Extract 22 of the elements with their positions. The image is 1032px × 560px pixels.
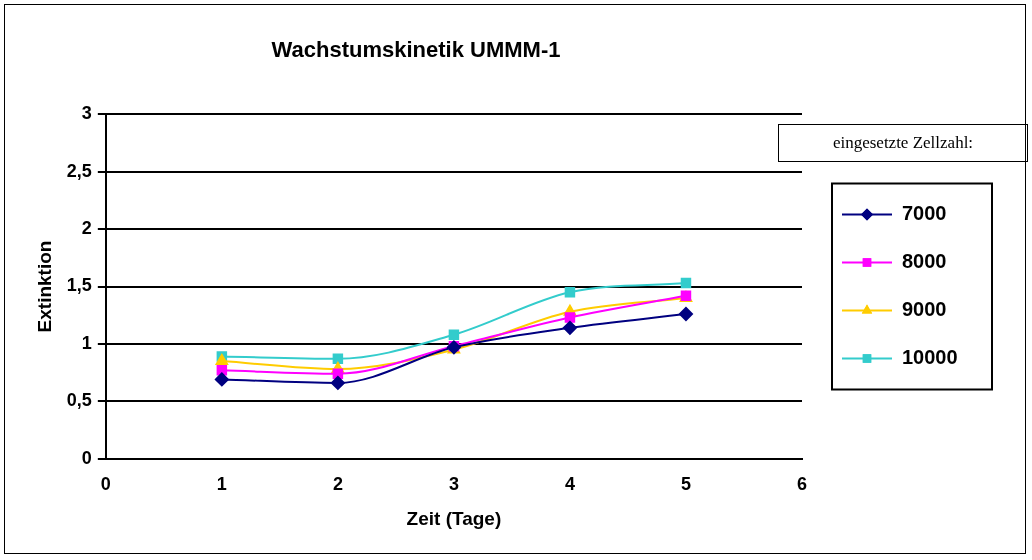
y-tick-label: 2,5: [66, 160, 92, 181]
x-tick-label: 3: [448, 474, 459, 495]
legend-label: 10000: [902, 346, 958, 369]
legend-label: 8000: [902, 250, 947, 273]
y-tick-label: 2: [81, 218, 92, 239]
x-tick-label: 0: [100, 474, 111, 495]
x-tick-label: 2: [332, 474, 343, 495]
x-tick-label: 1: [216, 474, 227, 495]
x-tick-label: 4: [564, 474, 575, 495]
legend-heading-box: eingesetzte Zellzahl:: [778, 124, 1028, 162]
y-axis-title: Extinktion: [33, 240, 55, 333]
x-axis-title: Zeit (Tage): [406, 507, 502, 529]
y-tick-label: 0: [81, 447, 92, 468]
x-tick-label: 6: [796, 474, 808, 495]
legend-label: 9000: [902, 298, 947, 321]
chart-title: Wachstumskinetik UMMM-1: [271, 37, 561, 63]
y-tick-label: 1,5: [66, 275, 92, 296]
y-tick-label: 3: [81, 103, 92, 124]
y-tick-label: 1: [81, 332, 92, 353]
legend-label: 7000: [902, 202, 947, 225]
x-tick-label: 5: [680, 474, 691, 495]
y-tick-label: 0,5: [66, 390, 92, 411]
